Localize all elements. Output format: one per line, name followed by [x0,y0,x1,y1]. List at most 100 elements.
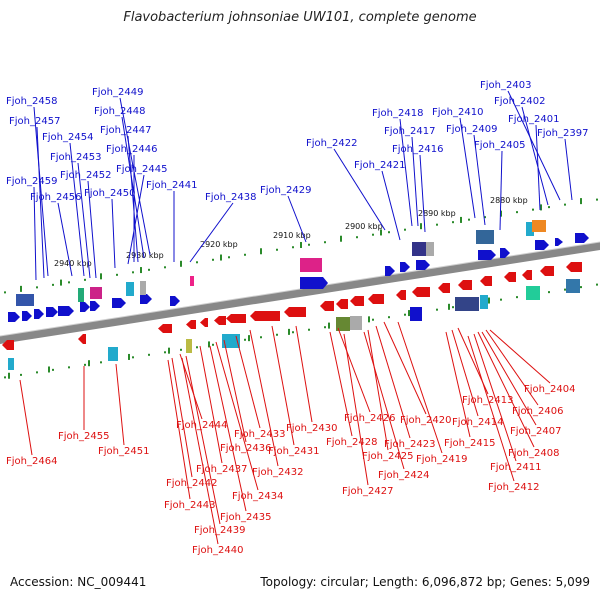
bottom-gene-leader [249,329,279,467]
bottom-gene-label: Fjoh_2413 [462,395,513,406]
bottom-gene-leader [467,335,515,482]
gene-feature-box [78,288,84,302]
forward-gene-arrow [500,248,510,258]
top-gene-leader [411,136,419,227]
scale-dot [388,231,390,234]
top-gene-leader [127,174,145,265]
scale-tick [288,328,290,335]
scale-dot [196,261,198,264]
forward-gene-arrow [90,301,100,311]
forward-gene-arrow [170,296,180,306]
scale-tick [488,297,490,304]
forward-gene-arrow [416,260,430,270]
bottom-gene-label: Fjoh_2442 [166,478,217,489]
scale-label: 2910 kbp [273,231,311,240]
scale-dot [516,296,518,299]
top-gene-label: Fjoh_2397 [537,128,588,139]
scale-dot [548,291,550,294]
forward-gene-arrow [80,302,90,312]
forward-gene-arrow [555,238,563,246]
scale-dot [452,306,454,309]
reverse-gene-arrow [350,296,364,306]
reverse-gene-arrow [158,324,172,333]
reverse-gene-arrow [480,276,492,286]
top-gene-leader [57,202,73,277]
bottom-gene-leader [481,331,537,426]
scale-tick [100,273,102,280]
scale-tick [220,254,222,261]
scale-dot [596,198,598,201]
gene-feature-box [186,339,192,353]
scale-dot [308,328,310,331]
bottom-gene-label: Fjoh_2464 [6,456,57,467]
bottom-gene-label: Fjoh_2407 [510,426,561,437]
top-gene-label: Fjoh_2410 [432,107,483,118]
bottom-gene-leader [367,329,389,451]
top-gene-label: Fjoh_2457 [9,116,60,127]
reverse-gene-arrow [320,301,334,311]
bottom-gene-leader [477,331,535,448]
top-gene-leader [521,106,549,206]
bottom-gene-leader [375,325,411,439]
scale-tick [448,303,450,310]
scale-dot [212,343,214,346]
gene-feature-box [8,358,14,370]
forward-gene-arrow [478,250,496,260]
bottom-gene-leader [115,363,125,446]
gene-feature-box [476,230,494,244]
gene-feature-box [140,281,146,295]
scale-dot [324,241,326,244]
bottom-gene-leader [473,333,517,462]
scale-dot [244,338,246,341]
bottom-gene-leader [181,357,219,545]
scale-tick [208,341,210,348]
scale-dot [500,298,502,301]
bottom-gene-label: Fjoh_2443 [164,500,215,511]
bottom-gene-label: Fjoh_2424 [378,470,429,481]
reverse-gene-arrow [566,262,582,272]
scale-label: 2890 kbp [418,209,456,218]
scale-dot [180,348,182,351]
scale-dot [548,206,550,209]
scale-tick [328,322,330,329]
top-gene-label: Fjoh_2459 [6,176,57,187]
topology-text: Topology: circular; Length: 6,096,872 bp… [260,575,590,589]
scale-dot [84,278,86,281]
bottom-gene-label: Fjoh_2437 [196,464,247,475]
bottom-gene-label: Fjoh_2425 [362,451,413,462]
bottom-gene-label: Fjoh_2440 [192,545,243,556]
gene-feature-box [526,222,534,236]
gene-feature-box [566,279,580,293]
bottom-gene-leader [19,379,33,456]
bottom-gene-label: Fjoh_2455 [58,431,109,442]
bottom-gene-label: Fjoh_2404 [524,384,575,395]
gene-feature-box [16,294,34,306]
bottom-gene-label: Fjoh_2419 [416,454,467,465]
scale-dot [564,203,566,206]
bottom-gene-leader [235,335,261,429]
top-gene-label: Fjoh_2448 [94,106,145,117]
reverse-gene-arrow [458,280,472,290]
forward-gene-arrow [140,294,152,304]
forward-gene-arrow [46,307,58,317]
scale-dot [116,273,118,276]
top-gene-label: Fjoh_2405 [474,140,525,151]
reverse-gene-arrow [368,294,384,304]
reverse-gene-arrow [396,290,406,300]
scale-dot [244,253,246,256]
bottom-gene-label: Fjoh_2412 [488,482,539,493]
forward-gene-arrow [34,309,44,319]
top-gene-label: Fjoh_2458 [6,96,57,107]
scale-dot [100,361,102,364]
gene-feature-box [108,347,118,361]
gene-feature-box [532,220,546,232]
scale-dot [292,331,294,334]
bottom-gene-label: Fjoh_2408 [508,448,559,459]
reverse-gene-arrow [226,314,246,323]
top-gene-leader [87,180,97,279]
top-gene-leader [119,97,151,256]
scale-tick [140,267,142,274]
top-gene-leader [111,198,116,269]
bottom-gene-leader [185,355,221,525]
forward-gene-arrow [22,311,32,321]
